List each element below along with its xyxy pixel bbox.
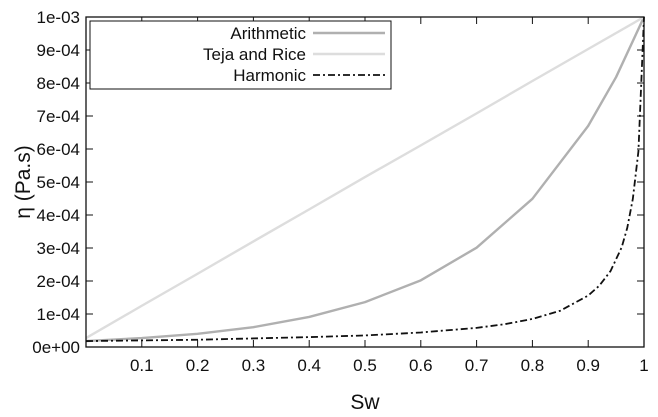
x-tick-label: 1 bbox=[639, 356, 648, 375]
y-tick-label: 2e-04 bbox=[37, 272, 80, 291]
y-tick-label: 0e+00 bbox=[32, 338, 80, 357]
ticks-layer: 0e+00 1e-04 2e-04 3e-04 4e-04 5e-04 6e-04 7e-04… bbox=[32, 8, 648, 375]
series-line-harmonic bbox=[85, 16, 645, 342]
y-tick-label: 6e-04 bbox=[37, 140, 80, 159]
y-axis-title: η (Pa.s) bbox=[12, 145, 35, 219]
y-tick-label: 8e-04 bbox=[37, 74, 80, 93]
legend: Arithmetic Teja and Rice Harmonic bbox=[89, 20, 392, 90]
x-tick-label: 0.3 bbox=[242, 356, 266, 375]
series-layer bbox=[85, 15, 646, 343]
y-tick-label: 1e-03 bbox=[37, 8, 80, 27]
x-axis-title: Sw bbox=[350, 391, 380, 414]
y-tick-label: 3e-04 bbox=[37, 239, 80, 258]
y-tick-label: 9e-04 bbox=[37, 41, 80, 60]
series-line-arithmetic bbox=[85, 16, 646, 343]
series-line-teja-and-rice bbox=[85, 15, 645, 340]
y-tick-label: 5e-04 bbox=[37, 173, 80, 192]
x-tick-label: 0.4 bbox=[297, 356, 321, 375]
x-tick-label: 0.9 bbox=[576, 356, 600, 375]
x-tick-label: 0.1 bbox=[130, 356, 154, 375]
legend-label: Teja and Rice bbox=[203, 45, 306, 64]
plot-frame bbox=[85, 16, 645, 348]
legend-label: Harmonic bbox=[233, 66, 306, 85]
y-tick-label: 1e-04 bbox=[37, 305, 80, 324]
x-tick-label: 0.5 bbox=[353, 356, 377, 375]
x-tick-label: 0.7 bbox=[465, 356, 489, 375]
y-tick-label: 7e-04 bbox=[37, 107, 80, 126]
x-tick-label: 0.2 bbox=[186, 356, 210, 375]
y-tick-label: 4e-04 bbox=[37, 206, 80, 225]
legend-label: Arithmetic bbox=[230, 24, 306, 43]
x-tick-label: 0.6 bbox=[409, 356, 433, 375]
x-tick-label: 0.8 bbox=[521, 356, 545, 375]
